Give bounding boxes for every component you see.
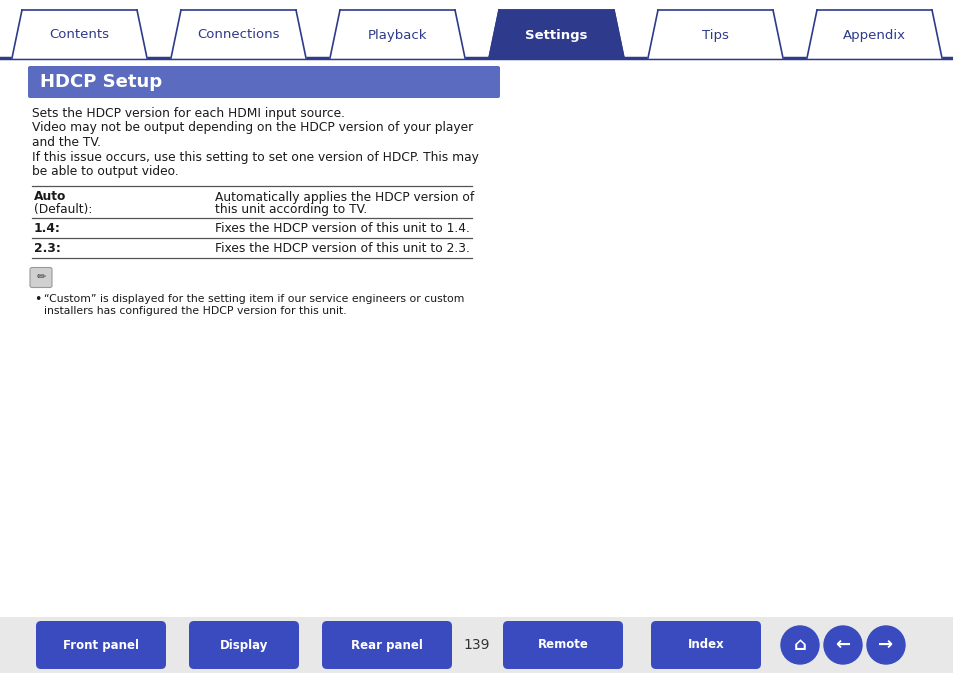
- Polygon shape: [489, 10, 623, 58]
- Text: Video may not be output depending on the HDCP version of your player: Video may not be output depending on the…: [32, 122, 473, 135]
- Text: “Custom” is displayed for the setting item if our service engineers or custom: “Custom” is displayed for the setting it…: [44, 293, 464, 304]
- Polygon shape: [647, 10, 782, 58]
- Text: installers has configured the HDCP version for this unit.: installers has configured the HDCP versi…: [44, 306, 346, 316]
- Text: If this issue occurs, use this setting to set one version of HDCP. This may: If this issue occurs, use this setting t…: [32, 151, 478, 164]
- Circle shape: [866, 626, 904, 664]
- Text: Index: Index: [687, 639, 723, 651]
- FancyBboxPatch shape: [650, 621, 760, 669]
- Text: Tips: Tips: [701, 28, 728, 42]
- Polygon shape: [806, 10, 941, 58]
- Circle shape: [781, 626, 818, 664]
- Polygon shape: [12, 10, 147, 58]
- Text: (Default):: (Default):: [34, 203, 92, 217]
- Text: Display: Display: [219, 639, 268, 651]
- FancyBboxPatch shape: [502, 621, 622, 669]
- Text: Rear panel: Rear panel: [351, 639, 422, 651]
- Text: Front panel: Front panel: [63, 639, 139, 651]
- FancyBboxPatch shape: [322, 621, 452, 669]
- Text: 2.3:: 2.3:: [34, 242, 61, 256]
- Text: 1.4:: 1.4:: [34, 223, 61, 236]
- Text: •: •: [34, 293, 41, 306]
- Text: Fixes the HDCP version of this unit to 2.3.: Fixes the HDCP version of this unit to 2…: [214, 242, 470, 256]
- FancyBboxPatch shape: [30, 267, 52, 287]
- Text: Connections: Connections: [197, 28, 279, 42]
- Text: Settings: Settings: [525, 28, 587, 42]
- Polygon shape: [330, 10, 464, 58]
- FancyBboxPatch shape: [28, 66, 499, 98]
- Text: ⌂: ⌂: [793, 636, 805, 654]
- Text: this unit according to TV.: this unit according to TV.: [214, 203, 367, 217]
- Text: Contents: Contents: [50, 28, 110, 42]
- Text: and the TV.: and the TV.: [32, 136, 101, 149]
- Text: Appendix: Appendix: [842, 28, 905, 42]
- Text: ←: ←: [835, 636, 850, 654]
- Polygon shape: [171, 10, 306, 58]
- FancyBboxPatch shape: [36, 621, 166, 669]
- Text: Automatically applies the HDCP version of: Automatically applies the HDCP version o…: [214, 190, 474, 203]
- Text: Auto: Auto: [34, 190, 67, 203]
- Text: Remote: Remote: [537, 639, 588, 651]
- Text: HDCP Setup: HDCP Setup: [40, 73, 162, 91]
- Text: →: →: [878, 636, 893, 654]
- Text: ✏: ✏: [36, 273, 46, 283]
- Circle shape: [823, 626, 862, 664]
- Text: Fixes the HDCP version of this unit to 1.4.: Fixes the HDCP version of this unit to 1…: [214, 223, 470, 236]
- Text: be able to output video.: be able to output video.: [32, 165, 178, 178]
- Bar: [0, 617, 953, 673]
- Text: Sets the HDCP version for each HDMI input source.: Sets the HDCP version for each HDMI inpu…: [32, 107, 345, 120]
- FancyBboxPatch shape: [189, 621, 298, 669]
- Text: 139: 139: [463, 638, 490, 652]
- Text: Playback: Playback: [367, 28, 427, 42]
